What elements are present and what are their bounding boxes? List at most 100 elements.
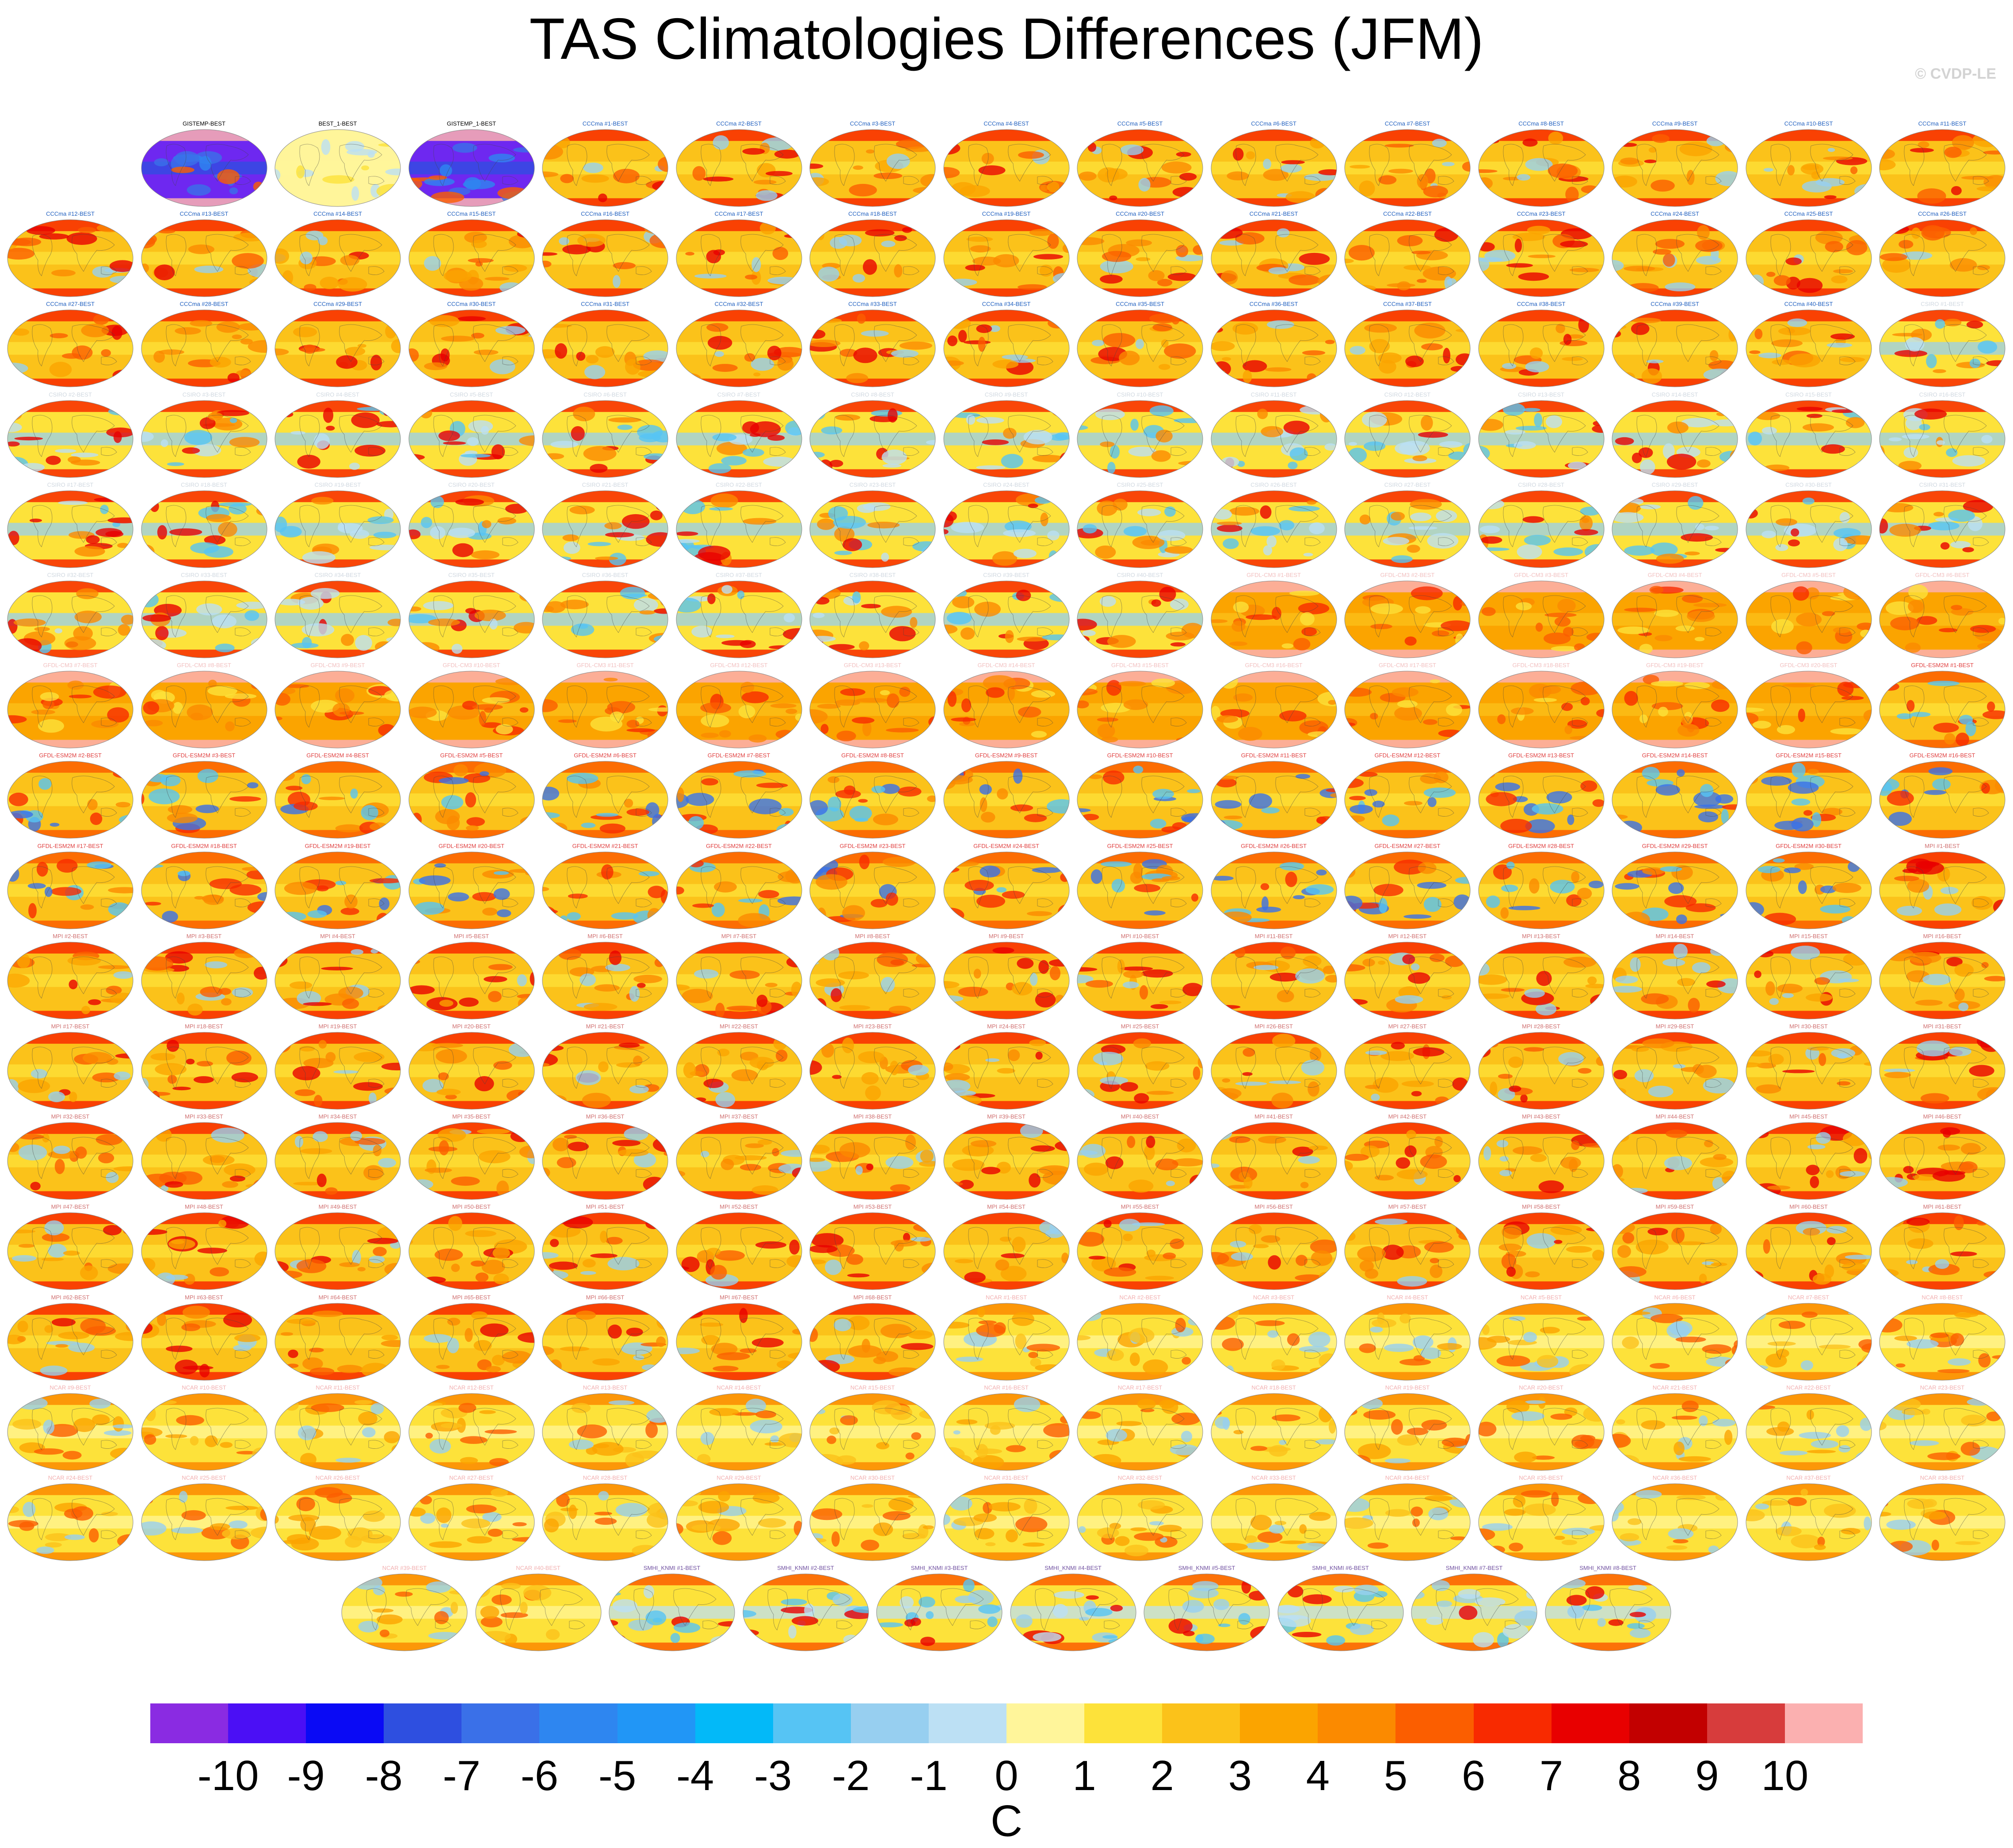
map-field	[408, 942, 534, 1019]
map-field	[1612, 1122, 1738, 1200]
panel-label: CSIRO #15-BEST	[1785, 391, 1832, 398]
colorbar-box	[539, 1703, 618, 1743]
map-panel: MPI #27-BEST	[1343, 1023, 1472, 1111]
panel-label: SMHI_KNMI #4-BEST	[1045, 1565, 1102, 1572]
panel-label: GFDL-CM3 #9-BEST	[310, 662, 365, 669]
panel-label: CSIRO #36-BEST	[582, 572, 629, 578]
map-panel: GFDL-ESM2M #29-BEST	[1611, 843, 1739, 931]
panel-label: MPI #54-BEST	[987, 1203, 1026, 1210]
map-field	[1010, 1573, 1136, 1651]
map-field	[1612, 400, 1738, 478]
colorbar-tick-label: 9	[1695, 1752, 1719, 1799]
map-panel: MPI #20-BEST	[408, 1023, 536, 1111]
panel-label: GFDL-CM3 #3-BEST	[1514, 572, 1568, 578]
panel-label: SMHI_KNMI #5-BEST	[1178, 1565, 1235, 1572]
panel-label: GFDL-CM3 #2-BEST	[1380, 572, 1435, 578]
panel-label: GFDL-CM3 #12-BEST	[710, 662, 768, 669]
map-panel: CCCma #10-BEST	[1745, 120, 1873, 209]
panel-label: GFDL-ESM2M #4-BEST	[306, 752, 369, 759]
map-panel: CSIRO #3-BEST	[140, 391, 268, 480]
panel-label: MPI #66-BEST	[586, 1294, 625, 1301]
panel-label: CSIRO #19-BEST	[314, 481, 361, 488]
map-panel: MPI #36-BEST	[541, 1113, 669, 1202]
panel-label: MPI #37-BEST	[720, 1113, 758, 1120]
colorbar-tick-label: 5	[1384, 1752, 1408, 1799]
map-field	[1478, 1032, 1604, 1110]
map-panel: CCCma #30-BEST	[408, 301, 536, 389]
map-panel: NCAR #35-BEST	[1477, 1474, 1605, 1563]
panel-label: CCCma #33-BEST	[848, 301, 897, 308]
colorbar-tick-label: 6	[1461, 1752, 1486, 1799]
map-panel: GFDL-ESM2M #23-BEST	[808, 843, 937, 931]
map-panel: GFDL-CM3 #20-BEST	[1745, 662, 1873, 750]
colorbar-box	[1162, 1703, 1240, 1743]
colorbar-box	[1473, 1703, 1552, 1743]
panel-label: CCCma #15-BEST	[447, 210, 496, 218]
map-field	[1211, 851, 1337, 929]
map-field	[1478, 1212, 1604, 1290]
panel-label: MPI #26-BEST	[1254, 1023, 1293, 1030]
map-field	[676, 851, 802, 929]
map-panel: MPI #24-BEST	[942, 1023, 1071, 1111]
map-field	[1077, 309, 1203, 387]
map-field	[341, 1573, 468, 1651]
map-field	[1478, 129, 1604, 207]
panel-label: NCAR #11-BEST	[316, 1384, 360, 1391]
map-field	[542, 1122, 668, 1200]
panel-label: MPI #56-BEST	[1254, 1203, 1293, 1210]
panel-label: MPI #19-BEST	[318, 1023, 357, 1030]
map-field	[7, 761, 133, 839]
panel-label: GFDL-ESM2M #20-BEST	[438, 842, 504, 849]
panel-label: MPI #50-BEST	[452, 1203, 491, 1210]
map-field	[1612, 219, 1738, 297]
map-field	[542, 671, 668, 748]
map-field	[274, 1393, 401, 1471]
map-panel: CCCma #5-BEST	[1076, 120, 1204, 209]
map-field	[676, 219, 802, 297]
map-panel: GFDL-CM3 #13-BEST	[808, 662, 937, 750]
panel-label: NCAR #37-BEST	[1786, 1474, 1831, 1481]
map-panel: CSIRO #7-BEST	[675, 391, 803, 480]
map-field	[141, 129, 267, 207]
panel-label: SMHI_KNMI #3-BEST	[911, 1565, 968, 1572]
map-field	[1746, 1393, 1872, 1471]
map-panel: CCCma #26-BEST	[1878, 210, 2006, 299]
map-field	[274, 1212, 401, 1290]
panel-label: MPI #2-BEST	[53, 932, 88, 939]
map-panel: CSIRO #21-BEST	[541, 481, 669, 570]
map-field	[1478, 942, 1604, 1019]
map-field	[542, 400, 668, 478]
map-field	[1077, 129, 1203, 207]
map-panel: BEST_1-BEST	[274, 120, 402, 209]
map-field	[1612, 1032, 1738, 1110]
panel-label: BEST_1-BEST	[318, 120, 357, 127]
colorbar-tick-label: 10	[1761, 1752, 1809, 1799]
map-field	[141, 761, 267, 839]
map-panel: MPI #47-BEST	[6, 1203, 134, 1292]
panel-label: CCCma #18-BEST	[848, 210, 897, 218]
panel-label: GFDL-CM3 #17-BEST	[1378, 662, 1437, 669]
map-field	[1746, 309, 1872, 387]
map-field	[1344, 1393, 1471, 1471]
map-panel: CCCma #9-BEST	[1611, 120, 1739, 209]
map-field	[1344, 1483, 1471, 1561]
panel-label: CCCma #17-BEST	[714, 210, 763, 218]
map-panel: CCCma #25-BEST	[1745, 210, 1873, 299]
panel-label: CSIRO #21-BEST	[582, 481, 629, 488]
map-panel: MPI #2-BEST	[6, 933, 134, 1021]
panel-label: MPI #58-BEST	[1522, 1203, 1560, 1210]
map-field	[943, 1483, 1069, 1561]
map-field	[1077, 851, 1203, 929]
map-panel: MPI #30-BEST	[1745, 1023, 1873, 1111]
map-panel: CCCma #24-BEST	[1611, 210, 1739, 299]
panel-label: CSIRO #13-BEST	[1518, 391, 1564, 398]
map-field	[1077, 400, 1203, 478]
map-field	[943, 671, 1069, 748]
panel-label: GFDL-ESM2M #1-BEST	[1911, 662, 1974, 669]
map-field	[1211, 942, 1337, 1019]
map-panel: GFDL-CM3 #11-BEST	[541, 662, 669, 750]
map-field	[542, 761, 668, 839]
map-panel: NCAR #10-BEST	[140, 1384, 268, 1473]
map-panel: GFDL-ESM2M #10-BEST	[1076, 752, 1204, 840]
map-field	[542, 309, 668, 387]
